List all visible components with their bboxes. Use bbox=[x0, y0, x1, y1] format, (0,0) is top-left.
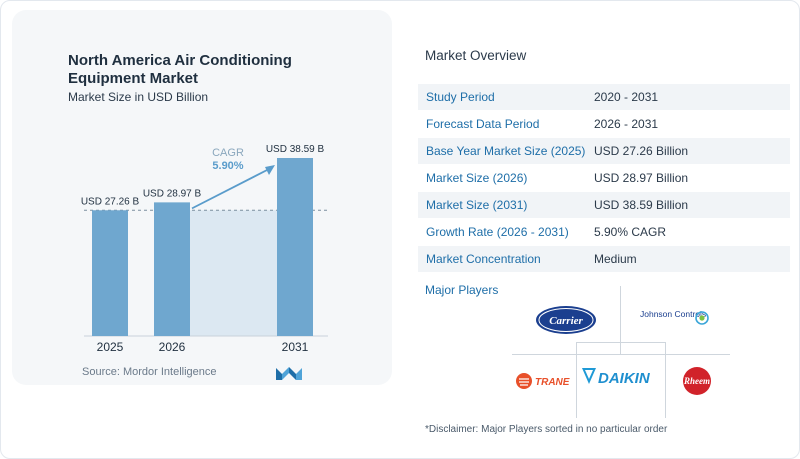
overview-row-label: Base Year Market Size (2025) bbox=[426, 144, 586, 158]
overview-row-value: USD 28.97 Billion bbox=[594, 171, 689, 185]
market-overview-title: Market Overview bbox=[425, 48, 527, 63]
chart-subtitle: Market Size in USD Billion bbox=[68, 90, 209, 104]
overview-row-label: Growth Rate (2026 - 2031) bbox=[426, 225, 569, 239]
growth-highlight-band bbox=[190, 210, 277, 336]
source-note: Source: Mordor Intelligence bbox=[82, 366, 217, 378]
overview-row: Market Concentration Medium bbox=[418, 246, 790, 273]
overview-row: Market Size (2031) USD 38.59 Billion bbox=[418, 192, 790, 219]
x-tick-label-2031: 2031 bbox=[282, 340, 309, 354]
daikin-box-left bbox=[576, 342, 577, 418]
trane-logo-text: TRANE bbox=[535, 377, 570, 388]
bar-2026 bbox=[154, 202, 190, 336]
overview-row: Growth Rate (2026 - 2031) 5.90% CAGR bbox=[418, 219, 790, 246]
overview-row: Base Year Market Size (2025) USD 27.26 Bi… bbox=[418, 138, 790, 165]
daikin-box-top bbox=[576, 342, 666, 343]
overview-row-value: 5.90% CAGR bbox=[594, 225, 667, 239]
x-tick-label-2025: 2025 bbox=[97, 340, 124, 354]
players-divider-vertical bbox=[620, 286, 621, 354]
overview-row-label: Study Period bbox=[426, 90, 495, 104]
overview-row-label: Market Concentration bbox=[426, 252, 541, 266]
overview-row: Forecast Data Period 2026 - 2031 bbox=[418, 111, 790, 138]
overview-row: Market Size (2026) USD 28.97 Billion bbox=[418, 165, 790, 192]
johnson-controls-logo-text: Johnson Controls bbox=[640, 309, 706, 319]
carrier-logo: Carrier bbox=[536, 306, 596, 334]
overview-row-value: 2020 - 2031 bbox=[594, 90, 659, 104]
overview-row-label: Forecast Data Period bbox=[426, 117, 540, 131]
chart-title: North America Air Conditioning Equipment… bbox=[68, 52, 292, 87]
carrier-logo-text: Carrier bbox=[549, 315, 583, 327]
daikin-box-right bbox=[665, 342, 666, 418]
overview-row-value: 2026 - 2031 bbox=[594, 117, 659, 131]
major-players-title: Major Players bbox=[425, 283, 499, 297]
players-disclaimer: *Disclaimer: Major Players sorted in no … bbox=[425, 424, 668, 435]
overview-row-value: USD 27.26 Billion bbox=[594, 144, 689, 158]
market-overview-table: Study Period 2020 - 2031 Forecast Data Per… bbox=[418, 84, 790, 273]
market-size-bar-chart: USD 27.26 B 2025 USD 28.97 B 2026 USD 38.59 … bbox=[81, 144, 328, 354]
overview-row: Study Period 2020 - 2031 bbox=[418, 84, 790, 111]
data-label-2025: USD 27.26 B bbox=[81, 196, 140, 207]
data-label-2026: USD 28.97 B bbox=[143, 188, 202, 199]
overview-row-value: USD 38.59 Billion bbox=[594, 198, 689, 212]
cagr-arrow-line bbox=[191, 167, 272, 210]
overview-row-label: Market Size (2026) bbox=[426, 171, 528, 185]
rheem-logo-text: Rheem bbox=[683, 376, 710, 386]
cagr-label: CAGR bbox=[212, 147, 244, 159]
data-label-2031: USD 38.59 B bbox=[266, 144, 325, 155]
bar-2025 bbox=[92, 210, 128, 336]
mordor-intelligence-logo-icon bbox=[276, 367, 302, 380]
rheem-logo: Rheem bbox=[683, 367, 711, 395]
cagr-value: 5.90% bbox=[212, 160, 243, 172]
overview-row-value: Medium bbox=[594, 252, 637, 266]
daikin-logo-text: DAIKIN bbox=[598, 370, 651, 387]
overview-row-label: Market Size (2031) bbox=[426, 198, 528, 212]
johnson-controls-logo: Johnson Controls bbox=[640, 309, 709, 325]
players-divider-horizontal bbox=[512, 354, 730, 355]
cagr-arrow-head-icon bbox=[265, 165, 275, 175]
x-tick-label-2026: 2026 bbox=[159, 340, 186, 354]
bar-2031 bbox=[277, 158, 313, 336]
daikin-logo: DAIKIN bbox=[582, 368, 651, 387]
trane-logo: TRANE bbox=[516, 373, 570, 389]
